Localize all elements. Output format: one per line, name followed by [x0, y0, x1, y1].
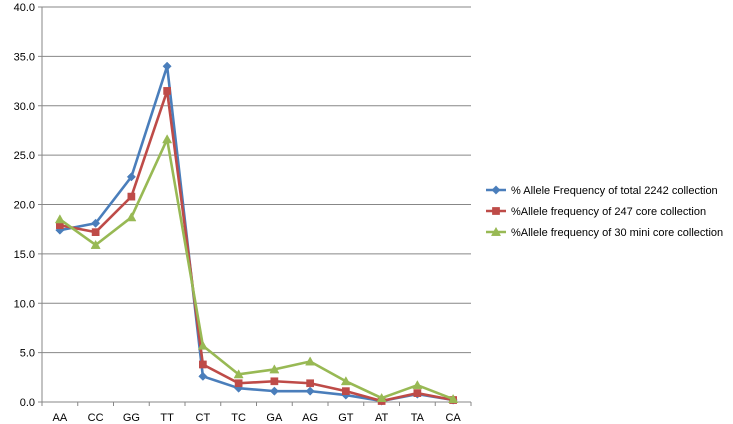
- data-point: [163, 87, 171, 95]
- series-line: [59, 138, 454, 401]
- data-point: [162, 61, 172, 71]
- x-axis-tick-labels: AA CC GG TT CT TC GA AG GT AT TA CA: [53, 412, 462, 424]
- data-point: [305, 386, 315, 396]
- x-tick-label: TT: [160, 412, 174, 424]
- legend-label: %Allele frequency of 30 mini core collec…: [511, 227, 723, 239]
- x-tick-label: GG: [123, 412, 140, 424]
- series-1: [55, 61, 458, 406]
- x-tick-label: AT: [375, 412, 389, 424]
- x-tick-label: TA: [411, 412, 425, 424]
- data-point: [376, 392, 387, 402]
- x-tick-label: GT: [338, 412, 354, 424]
- data-point: [342, 387, 350, 395]
- y-tick-label: 30.0: [14, 101, 35, 113]
- axes: [38, 6, 472, 406]
- data-point: [305, 356, 316, 366]
- legend-label: % Allele Frequency of total 2242 collect…: [511, 185, 718, 197]
- x-tick-label: AA: [53, 412, 68, 424]
- data-point: [269, 386, 279, 396]
- legend-swatch-marker: [490, 226, 502, 236]
- y-tick-label: 35.0: [14, 51, 35, 63]
- data-point: [162, 134, 173, 144]
- data-point: [197, 340, 208, 350]
- y-tick-label: 5.0: [20, 348, 35, 360]
- legend-item-2: %Allele frequency of 247 core collection: [486, 206, 706, 218]
- y-axis-tick-labels: 0.0 5.0 10.0 15.0 20.0 25.0 30.0 35.0 40.0: [14, 2, 35, 409]
- series-line: [59, 64, 454, 403]
- x-tick-label: CA: [445, 412, 461, 424]
- data-point: [90, 239, 101, 249]
- y-tick-label: 15.0: [14, 249, 35, 261]
- legend-swatch-marker: [492, 207, 500, 215]
- y-tick-label: 25.0: [14, 150, 35, 162]
- series-line: [59, 89, 454, 403]
- data-point: [412, 380, 423, 390]
- data-point: [54, 214, 65, 224]
- data-point: [126, 172, 136, 182]
- data-point: [448, 393, 459, 403]
- x-tick-label: GA: [266, 412, 283, 424]
- x-tick-label: AG: [302, 412, 318, 424]
- x-tick-label: CC: [88, 412, 104, 424]
- data-point: [269, 364, 280, 374]
- y-tick-label: 10.0: [14, 298, 35, 310]
- data-point: [340, 376, 351, 386]
- legend-item-1: % Allele Frequency of total 2242 collect…: [486, 185, 718, 197]
- series-3: [54, 134, 459, 403]
- data-point: [199, 360, 207, 369]
- data-point: [306, 379, 314, 388]
- y-tick-label: 40.0: [14, 2, 35, 14]
- data-point: [91, 218, 101, 228]
- data-point: [270, 377, 279, 386]
- legend-item-3: %Allele frequency of 30 mini core collec…: [486, 226, 723, 239]
- gridlines: [42, 6, 471, 354]
- data-point: [91, 228, 100, 237]
- y-tick-label: 20.0: [14, 200, 35, 212]
- series-lines: [54, 61, 459, 406]
- data-point: [233, 369, 244, 379]
- x-tick-label: CT: [196, 412, 211, 424]
- data-point: [126, 212, 137, 222]
- legend-swatch-marker: [491, 185, 501, 195]
- data-point: [198, 371, 208, 381]
- legend: % Allele Frequency of total 2242 collect…: [486, 185, 723, 239]
- legend-label: %Allele frequency of 247 core collection: [511, 206, 706, 218]
- x-tick-label: TC: [231, 412, 246, 424]
- data-point: [413, 389, 422, 397]
- series-2: [56, 87, 457, 405]
- data-point: [234, 379, 243, 388]
- data-point: [127, 192, 136, 201]
- y-tick-label: 0.0: [20, 397, 35, 409]
